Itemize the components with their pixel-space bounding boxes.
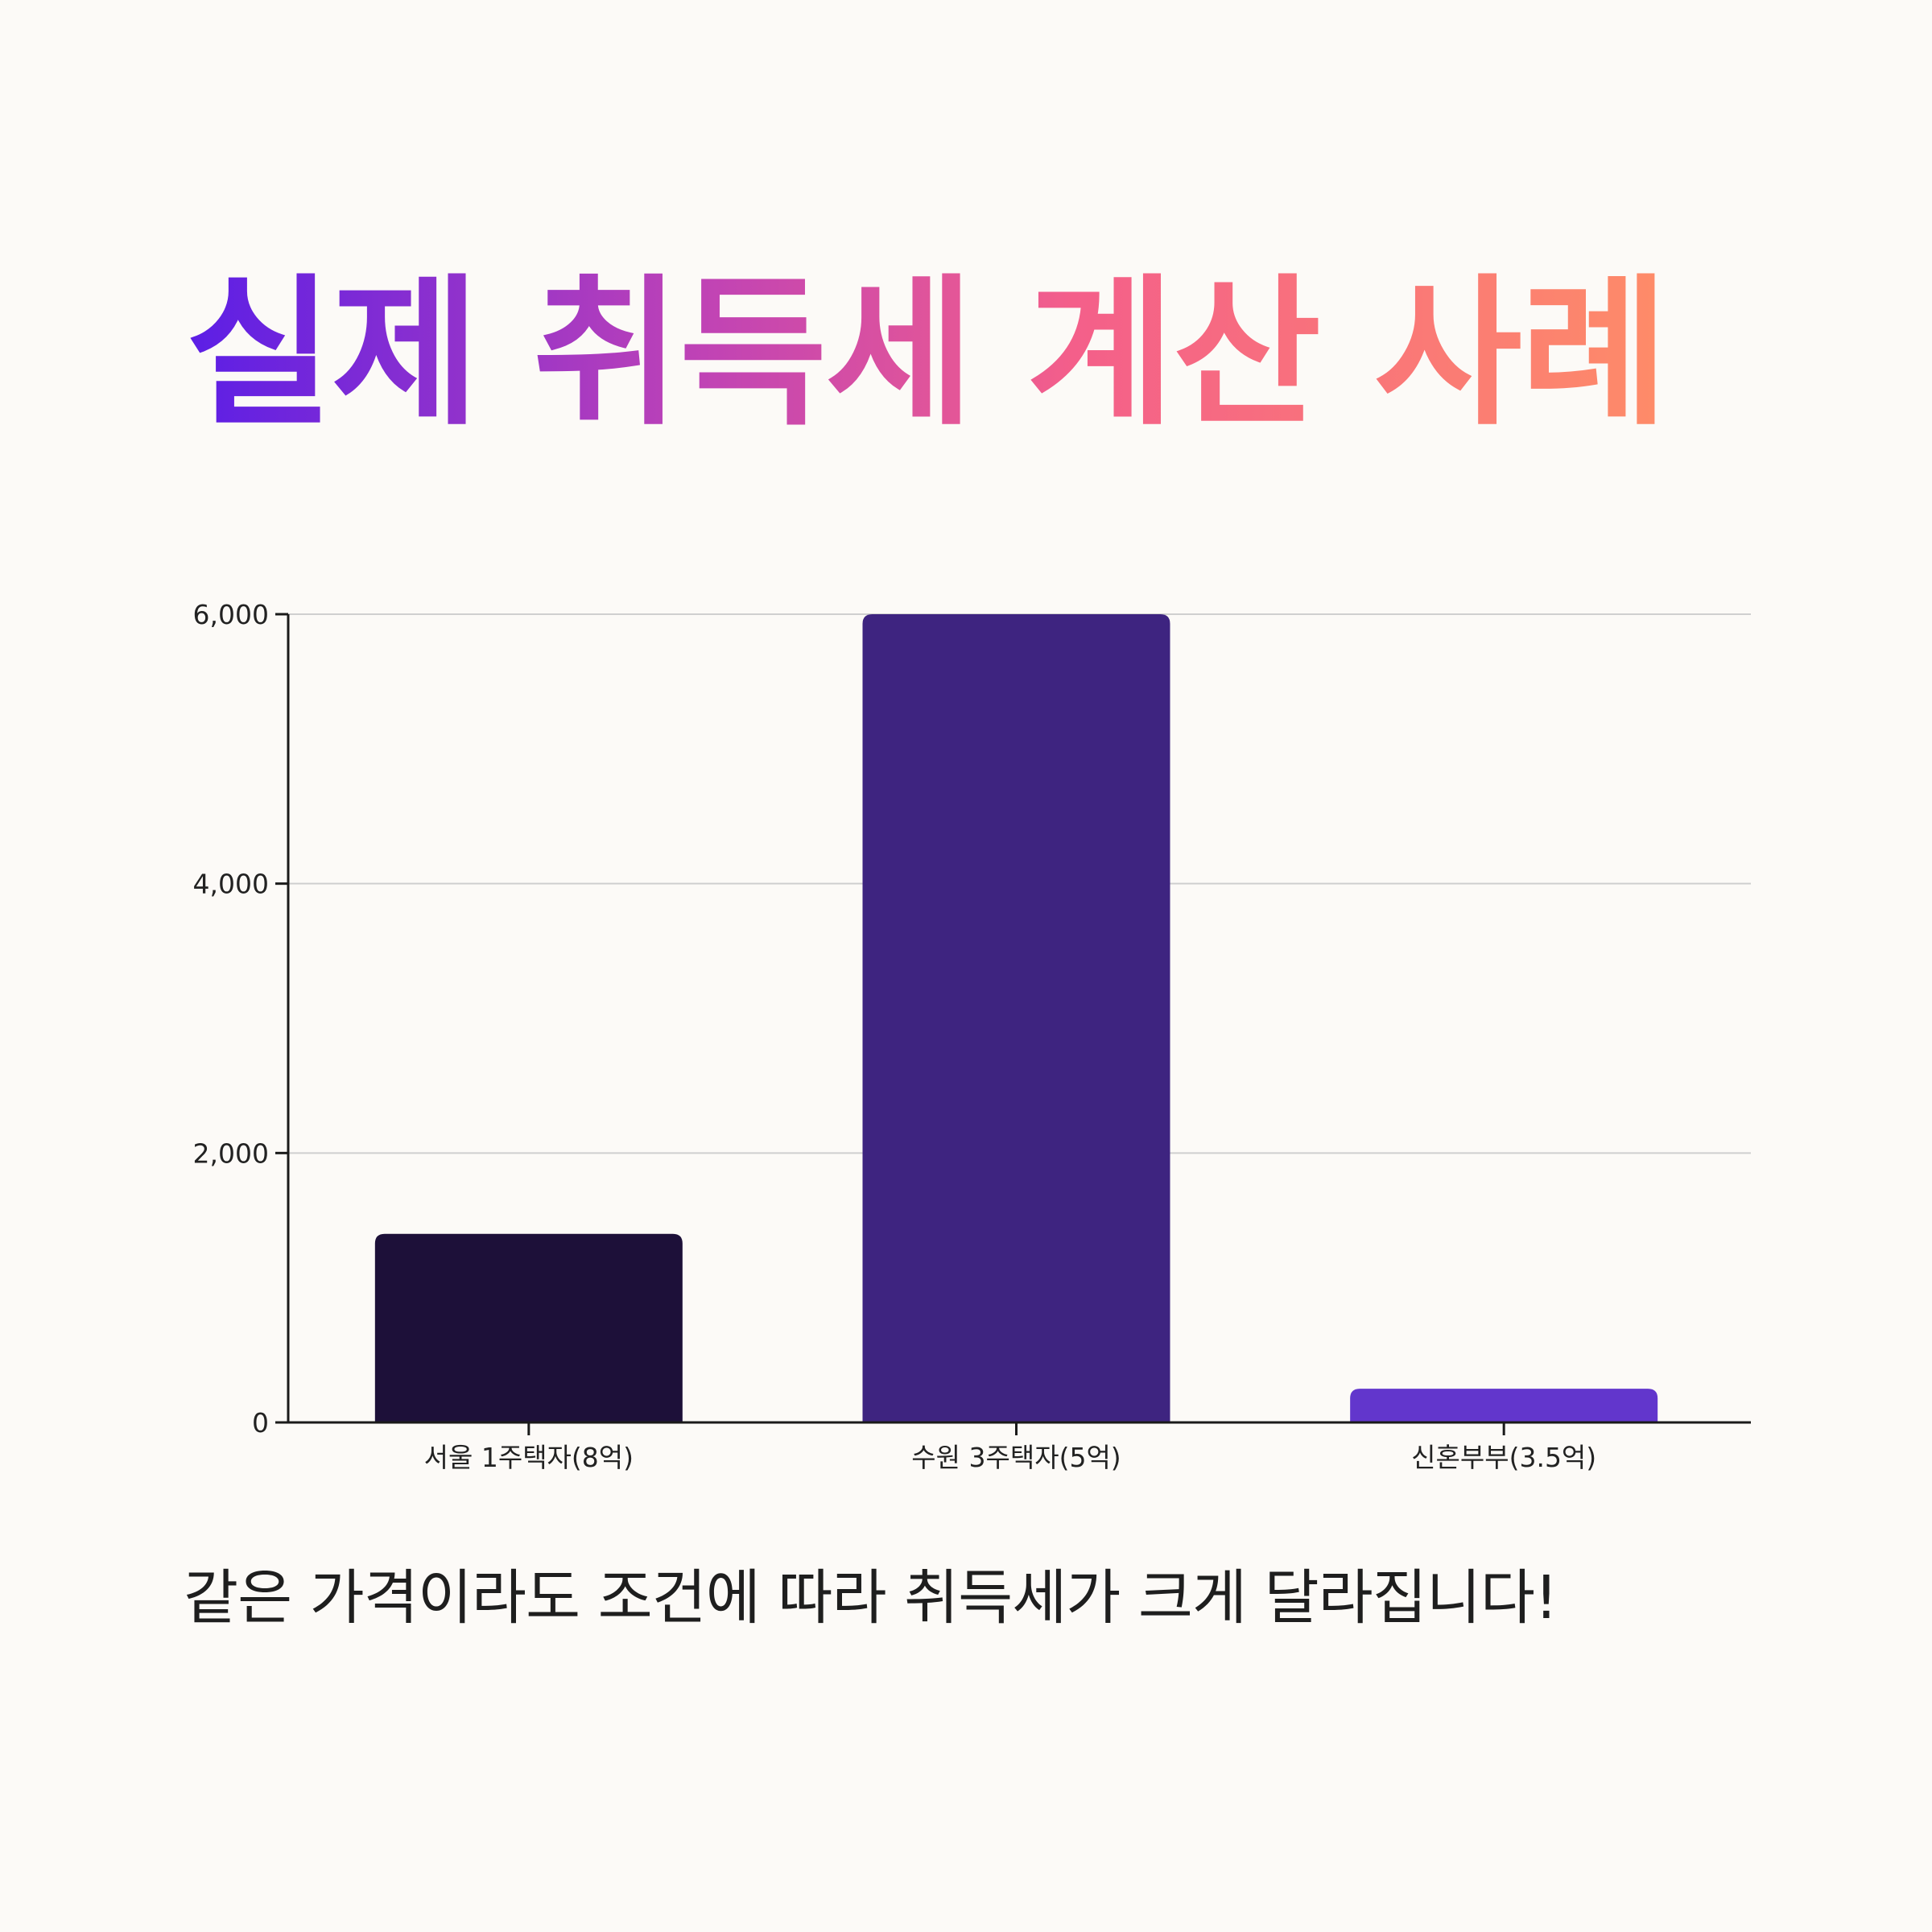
y-tick-label: 0 [252, 1407, 269, 1439]
x-tick-label: 신혼부부(3.5억) [1411, 1442, 1596, 1473]
y-tick-label: 4,000 [193, 869, 269, 900]
chart-title: 실제 취득세 계산 사례 [185, 260, 1669, 448]
y-tick-label: 2,000 [193, 1137, 269, 1169]
bar [862, 614, 1170, 1422]
x-tick-label: 수원 3주택자(5억) [911, 1442, 1121, 1473]
tick-labels: 0 2,000 4,000 6,000 서울 1주택자(8억) 수원 3주택자(5억) 신혼… [193, 599, 1597, 1473]
bar [1350, 1389, 1658, 1422]
x-tick-label: 서울 1주택자(8억) [424, 1442, 634, 1473]
bar [374, 1233, 683, 1422]
bars [374, 614, 1658, 1422]
chart-caption: 같은 가격이라도 조건에 따라 취득세가 크게 달라집니다! [184, 1563, 1558, 1633]
y-tick-label: 6,000 [193, 599, 269, 630]
axes [275, 613, 1751, 1435]
